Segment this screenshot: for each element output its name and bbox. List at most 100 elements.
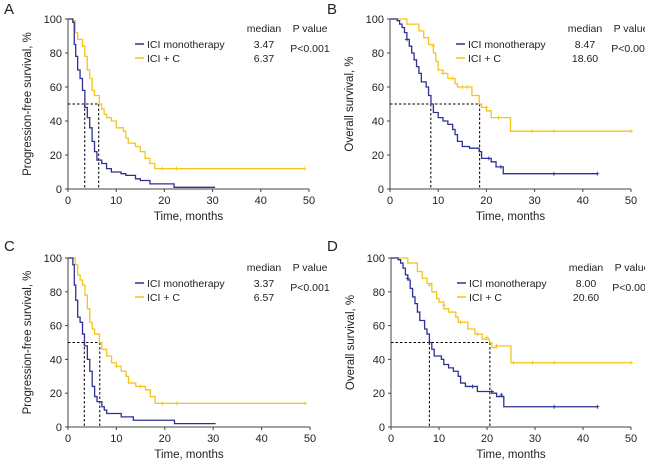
censor-mark bbox=[484, 105, 489, 110]
legend-series-name: ICI monotherapy bbox=[469, 278, 547, 290]
x-tick-label: 30 bbox=[207, 433, 219, 445]
censor-mark bbox=[629, 360, 633, 365]
panel-label: B bbox=[327, 1, 337, 18]
y-tick-label: 80 bbox=[50, 287, 62, 299]
x-tick-label: 50 bbox=[625, 195, 637, 207]
censor-mark bbox=[485, 335, 489, 340]
censor-mark bbox=[499, 392, 504, 397]
y-tick-label: 20 bbox=[373, 388, 385, 400]
y-tick-label: 20 bbox=[372, 150, 384, 162]
censor-mark bbox=[303, 401, 308, 406]
censor-mark bbox=[595, 404, 600, 409]
x-tick-label: 10 bbox=[110, 433, 122, 445]
censor-mark bbox=[465, 85, 470, 89]
km-curve-ici-plus-c bbox=[68, 257, 306, 404]
y-tick-label: 60 bbox=[50, 82, 62, 94]
y-tick-label: 60 bbox=[50, 321, 62, 333]
censor-mark bbox=[530, 360, 535, 365]
x-tick-label: 20 bbox=[159, 433, 171, 445]
censor-mark bbox=[511, 360, 516, 365]
y-axis-label: Progression-free survival, % bbox=[22, 32, 34, 176]
y-tick-label: 40 bbox=[50, 354, 62, 366]
legend-p-header: P value bbox=[614, 23, 645, 35]
legend-median-header: median bbox=[247, 23, 282, 35]
x-tick-label: 40 bbox=[577, 195, 589, 207]
panel-label: C bbox=[4, 238, 15, 255]
x-tick-label: 50 bbox=[303, 195, 315, 207]
legend-median-value: 8.47 bbox=[575, 39, 596, 51]
y-tick-label: 0 bbox=[56, 184, 62, 196]
x-axis-label: Time, months bbox=[154, 211, 223, 223]
censor-mark bbox=[489, 389, 494, 394]
x-tick-label: 40 bbox=[255, 433, 267, 445]
legend-series-name: ICI + C bbox=[469, 292, 502, 304]
km-curve-ici-plus-c bbox=[68, 18, 305, 170]
censor-mark bbox=[159, 166, 164, 171]
y-axis-label: Overall survival, % bbox=[345, 295, 357, 390]
x-tick-label: 30 bbox=[529, 433, 541, 445]
censor-mark bbox=[552, 360, 557, 365]
y-axis-label: Progression-free survival, % bbox=[22, 271, 34, 415]
x-axis-label: Time, months bbox=[476, 449, 545, 461]
x-tick-label: 10 bbox=[432, 195, 444, 207]
legend-median-header: median bbox=[569, 262, 604, 274]
legend-median-header: median bbox=[247, 262, 282, 274]
y-tick-label: 20 bbox=[50, 388, 62, 400]
x-axis-label: Time, months bbox=[476, 211, 545, 223]
legend-series-name: ICI monotherapy bbox=[147, 39, 225, 51]
censor-mark bbox=[138, 384, 143, 389]
km-curve-ici-monotherapy bbox=[68, 257, 216, 425]
legend-median-value: 6.37 bbox=[254, 53, 275, 65]
x-tick-label: 0 bbox=[65, 195, 71, 207]
y-tick-label: 40 bbox=[373, 354, 385, 366]
legend-series-name: ICI monotherapy bbox=[468, 39, 546, 51]
y-tick-label: 0 bbox=[378, 184, 384, 196]
y-tick-label: 60 bbox=[372, 82, 384, 94]
legend-series-name: ICI + C bbox=[468, 53, 501, 65]
x-tick-label: 50 bbox=[625, 433, 637, 445]
y-tick-label: 20 bbox=[50, 150, 62, 162]
km-curve-ici-monotherapy bbox=[390, 18, 598, 175]
legend-median-value: 3.37 bbox=[254, 278, 275, 290]
y-tick-label: 60 bbox=[373, 321, 385, 333]
censor-mark bbox=[405, 276, 410, 281]
censor-mark bbox=[160, 401, 165, 406]
x-tick-label: 0 bbox=[65, 433, 71, 445]
x-tick-label: 40 bbox=[577, 433, 589, 445]
legend-series-name: ICI + C bbox=[147, 292, 180, 304]
panel-a: A 0 10 20 30 40 50 0 20 40 60 80 100 Time, months Prog… bbox=[4, 1, 330, 223]
censor-mark bbox=[595, 171, 600, 176]
legend-median-value: 6.57 bbox=[254, 292, 275, 304]
censor-mark bbox=[114, 364, 119, 369]
panel-b: B 0 10 20 30 40 50 0 20 40 60 80 100 Time, months Over… bbox=[327, 1, 645, 223]
x-tick-label: 20 bbox=[481, 433, 493, 445]
y-axis-label: Overall survival, % bbox=[344, 56, 356, 151]
censor-mark bbox=[486, 156, 491, 161]
legend-median-header: median bbox=[568, 23, 603, 35]
legend-median-value: 8.00 bbox=[576, 278, 597, 290]
x-tick-label: 50 bbox=[304, 433, 316, 445]
x-axis-label: Time, months bbox=[154, 449, 223, 461]
censor-mark bbox=[460, 85, 465, 89]
x-tick-label: 0 bbox=[387, 195, 393, 207]
panel-c: C 0 10 20 30 40 50 0 20 40 60 80 100 Time, months Prog… bbox=[4, 238, 330, 461]
censor-mark bbox=[404, 37, 409, 42]
p-value: P<0.001 bbox=[290, 282, 330, 294]
p-value: P<0.001 bbox=[290, 43, 330, 55]
y-tick-label: 0 bbox=[379, 422, 385, 434]
panel-label: D bbox=[327, 238, 338, 255]
p-value: P<0.001 bbox=[611, 43, 645, 55]
y-tick-label: 80 bbox=[50, 48, 62, 60]
censor-mark bbox=[551, 171, 556, 176]
censor-mark bbox=[552, 404, 557, 409]
legend-series-name: ICI monotherapy bbox=[147, 278, 225, 290]
y-tick-label: 40 bbox=[372, 116, 384, 128]
panel-label: A bbox=[4, 1, 14, 18]
censor-mark bbox=[174, 401, 179, 406]
x-tick-label: 10 bbox=[433, 433, 445, 445]
legend-median-value: 3.47 bbox=[254, 39, 275, 51]
y-tick-label: 100 bbox=[44, 253, 62, 265]
x-tick-label: 30 bbox=[206, 195, 218, 207]
x-tick-label: 10 bbox=[110, 195, 122, 207]
